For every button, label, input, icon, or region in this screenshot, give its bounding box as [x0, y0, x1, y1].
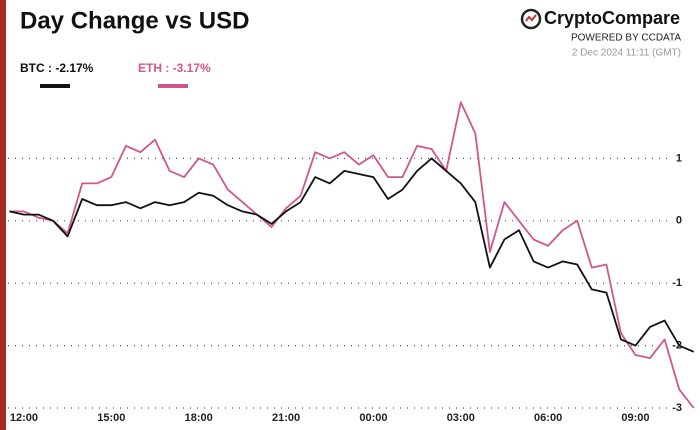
timestamp: 2 Dec 2024 11:11 (GMT)	[572, 48, 681, 59]
x-tick-label: 06:00	[534, 412, 562, 424]
legend-label: BTC : -2.17%	[20, 61, 94, 75]
x-tick-label: 15:00	[97, 412, 125, 424]
y-tick-label: -1	[672, 277, 682, 289]
x-tick-label: 21:00	[272, 412, 300, 424]
brand: CryptoCompare	[544, 8, 680, 28]
series-line	[9, 157, 695, 353]
x-tick-label: 12:00	[10, 412, 38, 424]
logo-icon	[520, 8, 542, 30]
y-tick-label: -3	[672, 402, 682, 414]
y-tick-label: -2	[672, 340, 682, 352]
chart-title: Day Change vs USD	[20, 7, 249, 34]
y-tick-label: 1	[676, 152, 682, 164]
x-tick-label: 00:00	[359, 412, 387, 424]
series-line	[9, 101, 695, 409]
logo-icon-line	[525, 14, 537, 22]
accent-bar	[0, 0, 6, 430]
brand-subtitle: POWERED BY CCDATA	[571, 33, 681, 44]
logo: CryptoCompare POWERED BY CCDATA	[520, 8, 681, 44]
x-tick-label: 09:00	[621, 412, 649, 424]
x-tick-label: 03:00	[447, 412, 475, 424]
legend-label: ETH : -3.17%	[138, 61, 211, 75]
y-tick-label: 0	[676, 215, 682, 227]
x-tick-label: 18:00	[185, 412, 213, 424]
